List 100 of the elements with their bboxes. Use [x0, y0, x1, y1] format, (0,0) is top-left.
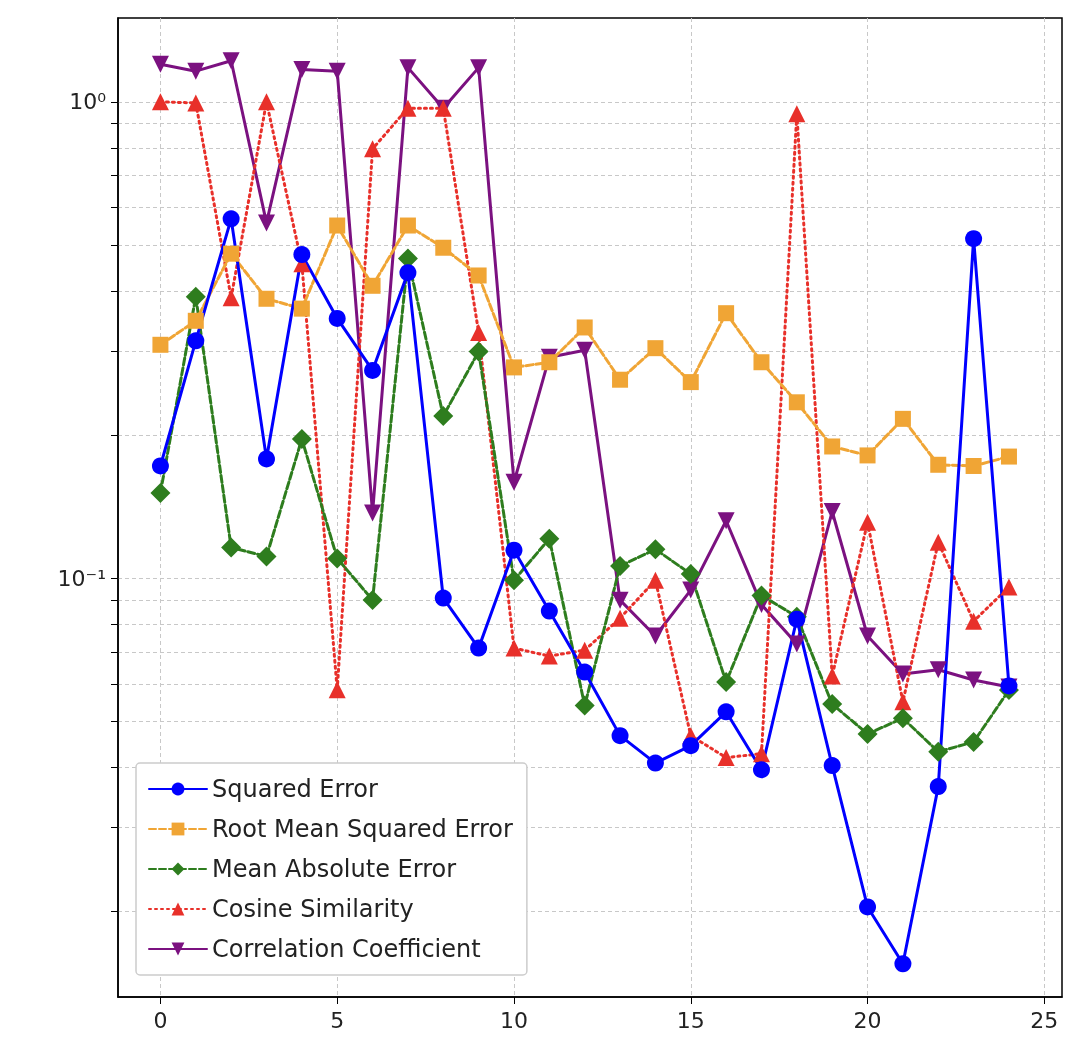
point: [185, 286, 206, 307]
point: [399, 59, 417, 77]
point: [151, 93, 169, 111]
point: [328, 62, 346, 80]
point: [151, 55, 169, 73]
point: [257, 93, 275, 111]
point: [647, 340, 664, 357]
point: [894, 693, 912, 711]
point: [611, 609, 629, 627]
x-tick-label: 15: [676, 1007, 705, 1033]
point: [257, 214, 275, 232]
point: [221, 537, 242, 558]
point: [293, 300, 310, 317]
y-tick-label: 10⁻¹: [57, 565, 106, 591]
point: [503, 570, 524, 591]
point: [611, 727, 629, 745]
point: [612, 371, 629, 388]
point: [718, 305, 735, 322]
point: [150, 482, 171, 503]
point: [645, 539, 666, 560]
point: [505, 473, 523, 491]
legend-label: Cosine Similarity: [212, 895, 414, 923]
point: [892, 708, 913, 729]
point: [822, 694, 843, 715]
point: [716, 672, 737, 693]
point: [258, 450, 275, 468]
point: [399, 264, 417, 282]
point: [293, 246, 311, 264]
legend-label: Squared Error: [212, 775, 378, 803]
point: [256, 546, 277, 567]
point: [470, 323, 488, 341]
point: [362, 589, 383, 610]
point: [682, 737, 700, 755]
point: [752, 761, 770, 779]
point: [540, 647, 558, 665]
point: [894, 955, 912, 973]
point: [291, 428, 312, 449]
point: [611, 591, 629, 609]
point: [258, 290, 275, 307]
point: [1000, 448, 1017, 465]
point: [823, 503, 841, 521]
point: [682, 374, 699, 391]
point: [963, 731, 984, 752]
point: [152, 336, 169, 353]
legend-label: Root Mean Squared Error: [212, 815, 514, 843]
point: [222, 52, 240, 70]
point: [540, 602, 558, 620]
point: [682, 581, 700, 599]
point: [751, 585, 772, 606]
point: [364, 277, 381, 294]
point: [399, 99, 417, 117]
point: [823, 667, 841, 685]
x-tick-label: 20: [853, 1007, 882, 1033]
point: [717, 703, 735, 721]
point: [364, 504, 382, 522]
point: [187, 332, 205, 350]
point: [576, 641, 594, 659]
point: [151, 457, 169, 475]
point: [610, 556, 631, 577]
point: [539, 528, 560, 549]
point: [470, 267, 487, 284]
point: [187, 94, 205, 112]
point: [576, 319, 593, 336]
point: [505, 359, 522, 376]
point: [468, 341, 489, 362]
point: [680, 564, 701, 585]
point: [646, 754, 664, 772]
point: [859, 627, 877, 645]
point: [859, 898, 877, 916]
point: [717, 512, 735, 530]
x-tick-label: 25: [1030, 1007, 1059, 1033]
point: [222, 289, 240, 307]
point: [929, 778, 947, 796]
legend-label: Mean Absolute Error: [212, 855, 457, 883]
point: [576, 341, 594, 359]
point: [434, 589, 452, 607]
point: [435, 239, 452, 256]
point: [328, 681, 346, 699]
x-tick-label: 0: [153, 1007, 168, 1033]
point: [930, 456, 947, 473]
point: [788, 635, 806, 653]
y-tick-label: 10⁰: [69, 89, 107, 115]
point: [1000, 578, 1018, 596]
point: [894, 665, 912, 683]
legend-label: Correlation Coefficient: [212, 935, 481, 963]
point: [505, 541, 523, 559]
point: [328, 309, 346, 327]
point: [505, 639, 523, 657]
point: [433, 406, 454, 426]
point: [646, 571, 664, 589]
x-tick-label: 10: [499, 1007, 528, 1033]
point: [928, 741, 949, 762]
x-tick-label: 5: [330, 1007, 345, 1033]
point: [857, 723, 878, 744]
point: [223, 245, 240, 262]
point: [859, 447, 876, 464]
point: [752, 745, 770, 763]
point: [965, 457, 982, 474]
point: [364, 361, 382, 379]
point: [824, 438, 841, 455]
